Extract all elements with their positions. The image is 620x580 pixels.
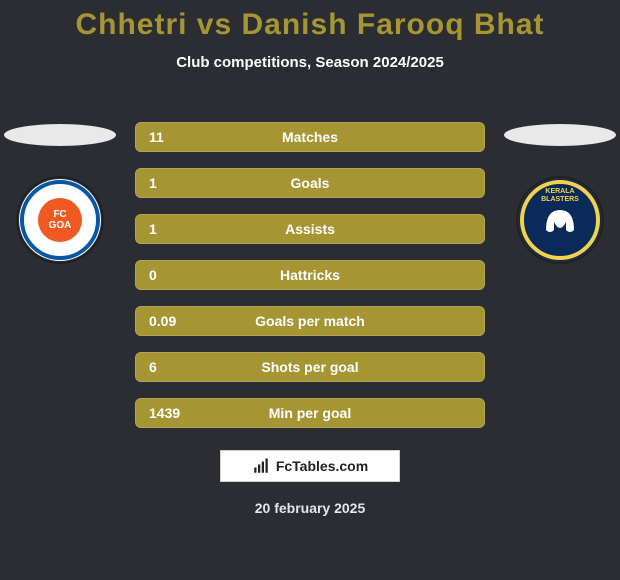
- bar-value: 1439: [149, 405, 180, 421]
- bar-label: Min per goal: [135, 405, 485, 421]
- subtitle-text: Club competitions, Season 2024/2025: [176, 54, 444, 71]
- bar-label: Assists: [135, 221, 485, 237]
- bar-assists: 1 Assists: [135, 214, 485, 244]
- bar-hattricks: 0 Hattricks: [135, 260, 485, 290]
- player-silhouette-left: [4, 124, 116, 146]
- bar-goals-per-match: 0.09 Goals per match: [135, 306, 485, 336]
- title-text: Chhetri vs Danish Farooq Bhat: [75, 8, 544, 41]
- club-logo-right: KERALABLASTERS: [518, 178, 602, 262]
- club-logo-right-text: KERALABLASTERS: [541, 188, 579, 203]
- bar-value: 0: [149, 267, 157, 283]
- bar-label: Matches: [135, 129, 485, 145]
- player-silhouette-right: [504, 124, 616, 146]
- bar-value: 1: [149, 221, 157, 237]
- stats-bars: 11 Matches 1 Goals 1 Assists 0 Hattricks…: [135, 122, 485, 444]
- club-logo-left: FCGOA: [18, 178, 102, 262]
- chart-icon: [252, 457, 270, 475]
- bar-shots-per-goal: 6 Shots per goal: [135, 352, 485, 382]
- bar-label: Shots per goal: [135, 359, 485, 375]
- bar-matches: 11 Matches: [135, 122, 485, 152]
- bar-label: Goals: [135, 175, 485, 191]
- date-text: 20 february 2025: [255, 500, 366, 516]
- bar-goals: 1 Goals: [135, 168, 485, 198]
- bar-min-per-goal: 1439 Min per goal: [135, 398, 485, 428]
- watermark: FcTables.com: [220, 450, 400, 482]
- bar-label: Goals per match: [135, 313, 485, 329]
- bar-value: 6: [149, 359, 157, 375]
- page-title: Chhetri vs Danish Farooq Bhat: [0, 0, 620, 42]
- date: 20 february 2025: [0, 500, 620, 516]
- subtitle: Club competitions, Season 2024/2025: [0, 54, 620, 71]
- bar-value: 11: [149, 129, 164, 145]
- club-logo-left-text: FCGOA: [49, 209, 72, 231]
- watermark-text: FcTables.com: [276, 458, 368, 474]
- bar-value: 0.09: [149, 313, 176, 329]
- bar-label: Hattricks: [135, 267, 485, 283]
- bar-value: 1: [149, 175, 157, 191]
